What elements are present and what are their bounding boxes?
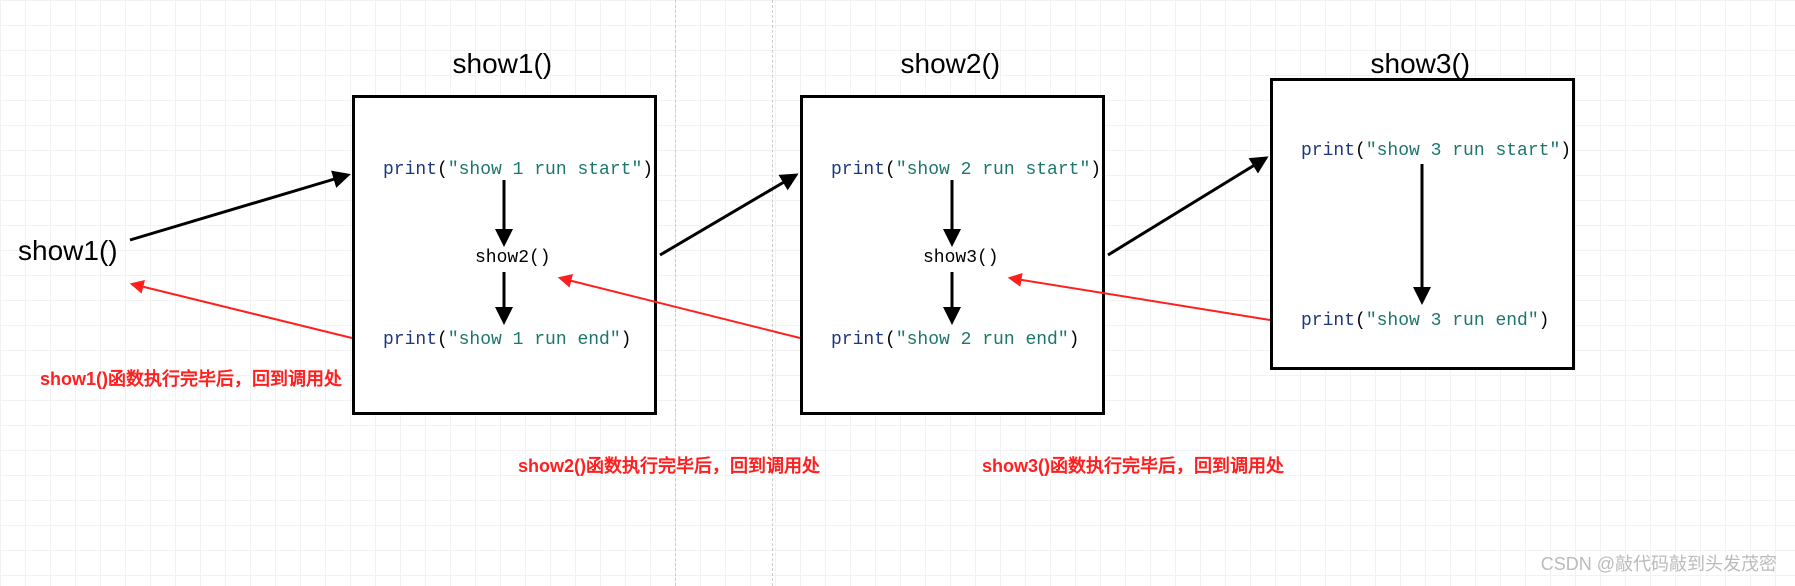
code-line-print-start-2: print("show 2 run start") [831,160,1101,180]
box-title-show3: show3() [1371,48,1471,80]
code-line-print-start-3: print("show 3 run start") [1301,141,1571,161]
code-line-print-end-1: print("show 1 run end") [383,330,631,350]
code-paren: ) [1069,330,1080,350]
code-string: "show 1 run end" [448,330,621,350]
code-string: "show 2 run start" [896,160,1090,180]
return-note-2: show2()函数执行完毕后，回到调用处 [518,452,820,478]
code-paren: ( [437,160,448,180]
code-paren: ( [885,330,896,350]
code-line-print-start-1: print("show 1 run start") [383,160,653,180]
code-paren: ) [1560,141,1571,161]
code-fn: print [383,160,437,180]
box-title-show2: show2() [901,48,1001,80]
code-paren: ( [885,160,896,180]
code-paren: ) [621,330,632,350]
code-fn: print [1301,311,1355,331]
caller-label: show1() [18,235,118,267]
code-string: "show 1 run start" [448,160,642,180]
code-string: "show 2 run end" [896,330,1069,350]
code-paren: ( [437,330,448,350]
code-paren: ) [1539,311,1550,331]
code-fn: print [831,330,885,350]
code-fn: print [831,160,885,180]
code-paren: ) [642,160,653,180]
code-paren: ( [1355,141,1366,161]
code-call-show3: show3() [923,248,999,268]
function-box-show1: print("show 1 run start") show2() print(… [352,95,657,415]
code-line-print-end-2: print("show 2 run end") [831,330,1079,350]
function-box-show2: print("show 2 run start") show3() print(… [800,95,1105,415]
box-title-show1: show1() [453,48,553,80]
code-string: "show 3 run end" [1366,311,1539,331]
code-paren: ( [1355,311,1366,331]
code-string: "show 3 run start" [1366,141,1560,161]
grid-dashed-line-2 [772,0,773,586]
code-fn: print [383,330,437,350]
return-note-3: show3()函数执行完毕后，回到调用处 [982,452,1284,478]
code-line-print-end-3: print("show 3 run end") [1301,311,1549,331]
return-note-1: show1()函数执行完毕后，回到调用处 [40,365,342,391]
code-call-show2: show2() [475,248,551,268]
code-fn: print [1301,141,1355,161]
watermark: CSDN @敲代码敲到头发茂密 [1541,550,1777,576]
function-box-show3: print("show 3 run start") print("show 3 … [1270,78,1575,370]
code-paren: ) [1090,160,1101,180]
grid-dashed-line-1 [675,0,676,586]
